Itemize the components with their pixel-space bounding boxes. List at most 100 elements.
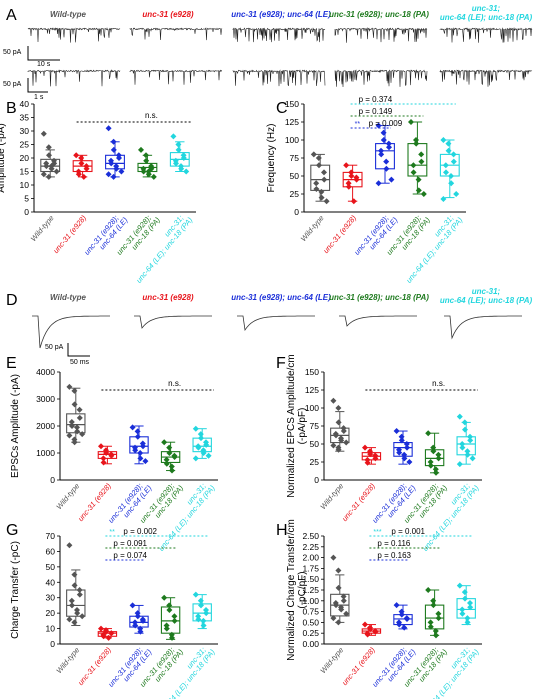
data-point — [413, 137, 419, 143]
trace-title-triple: unc-31; — [472, 4, 501, 13]
y-tick-label: 30 — [20, 126, 30, 136]
panel-letter-e: E — [6, 355, 17, 372]
data-point — [113, 165, 120, 172]
pvalue-label: p = 0.116 — [377, 539, 411, 548]
data-point — [323, 198, 330, 205]
data-point — [443, 169, 449, 176]
trace-title-unc31-unc64: unc-31 (e928); unc-64 (LE) — [231, 10, 331, 19]
data-point — [427, 459, 434, 465]
y-tick-label: 0.00 — [302, 639, 319, 649]
data-point — [171, 617, 178, 624]
data-point — [150, 173, 157, 180]
spontaneous-trace — [129, 27, 223, 41]
data-point — [453, 191, 460, 197]
ns-label: n.s. — [432, 379, 445, 388]
data-point — [335, 567, 342, 574]
y-tick-label: 0 — [24, 207, 29, 217]
evoked-trace — [444, 315, 522, 340]
panel-letter-h: H — [276, 522, 288, 539]
data-point — [168, 463, 175, 470]
pvalue-label: p = 0.374 — [359, 95, 393, 104]
y-tick-label: 40 — [20, 99, 30, 109]
y-tick-label: 0.75 — [302, 607, 319, 617]
box-wild_type — [66, 542, 86, 626]
data-point — [116, 155, 122, 161]
data-point — [348, 169, 355, 176]
data-point — [175, 141, 182, 148]
trace-title-d-wild-type: Wild-type — [50, 293, 86, 302]
data-point — [76, 414, 83, 421]
data-point — [425, 587, 432, 593]
data-point — [378, 151, 385, 158]
data-point — [71, 582, 78, 589]
box-triple — [456, 582, 476, 626]
data-point — [134, 613, 141, 620]
evoked-trace — [237, 315, 315, 332]
box-iqr — [407, 143, 428, 177]
trace-title-unc31-unc18: unc-31 (e928); unc-18 (PA) — [329, 10, 429, 19]
box-unc31 — [342, 162, 363, 205]
scale-a2-y: 50 pA — [3, 81, 22, 88]
y-tick-label: 1.50 — [302, 574, 319, 584]
data-point — [385, 140, 392, 147]
y-tick-label: 25 — [290, 189, 300, 199]
data-point — [45, 144, 52, 151]
data-point — [132, 447, 139, 454]
data-point — [343, 610, 350, 617]
data-point — [364, 459, 371, 466]
y-tick-label: 15 — [20, 167, 30, 177]
data-point — [375, 180, 382, 187]
data-point — [74, 428, 81, 435]
significance-stars: *** — [373, 529, 381, 536]
box-triple — [456, 413, 476, 468]
data-point — [110, 138, 117, 145]
y-tick-label: 150 — [305, 367, 319, 377]
box-triple — [192, 425, 212, 462]
trace-titles-a: Wild-type unc-31 (e928) unc-31 (e928); u… — [50, 4, 532, 22]
y-tick-label: 100 — [285, 135, 299, 145]
data-point — [195, 444, 202, 451]
data-point — [430, 597, 437, 604]
y-tick-label: 20 — [20, 153, 30, 163]
data-point — [321, 176, 328, 183]
pvalue-label: p = 0.163 — [377, 551, 411, 560]
data-point — [140, 168, 147, 175]
panel-letter-d: D — [6, 292, 18, 309]
data-point — [464, 448, 471, 455]
data-point — [321, 169, 327, 176]
data-point — [340, 593, 347, 600]
y-axis-label: Normalized Charge Transfer/cm — [286, 519, 297, 661]
data-point — [461, 589, 468, 596]
y-tick-label: 75 — [310, 421, 320, 431]
significance-stars: ** — [355, 121, 361, 128]
trace-title-d-unc31: unc-31 (e928) — [142, 293, 193, 302]
data-point — [450, 151, 457, 158]
data-point — [362, 444, 368, 451]
data-point — [105, 171, 112, 178]
data-point — [166, 602, 173, 609]
data-point — [464, 619, 471, 626]
data-point — [110, 146, 117, 153]
data-point — [427, 462, 434, 469]
data-point — [333, 602, 339, 609]
data-point — [345, 180, 352, 187]
traces-d — [32, 315, 522, 349]
data-point — [462, 595, 468, 602]
data-point — [68, 597, 75, 604]
evoked-trace — [32, 315, 110, 349]
y-tick-label: 1000 — [36, 448, 55, 458]
y-tick-label: 2.00 — [302, 553, 319, 563]
data-point — [40, 171, 47, 178]
data-point — [401, 624, 408, 631]
data-point — [192, 455, 199, 462]
y-axis-label: Charge Transfer (-pC) — [10, 541, 21, 639]
data-point — [66, 616, 73, 623]
scale-bar-a1 — [27, 46, 60, 61]
data-point — [461, 419, 468, 426]
trace-titles-d: Wild-type unc-31 (e928) unc-31 (e928); u… — [50, 287, 532, 305]
spontaneous-trace — [232, 69, 326, 87]
x-category-label: Wild-type — [29, 214, 56, 244]
data-point — [427, 623, 434, 630]
data-point — [430, 444, 437, 451]
trace-title-d-unc31-unc18: unc-31 (e928); unc-18 (PA) — [329, 293, 429, 302]
